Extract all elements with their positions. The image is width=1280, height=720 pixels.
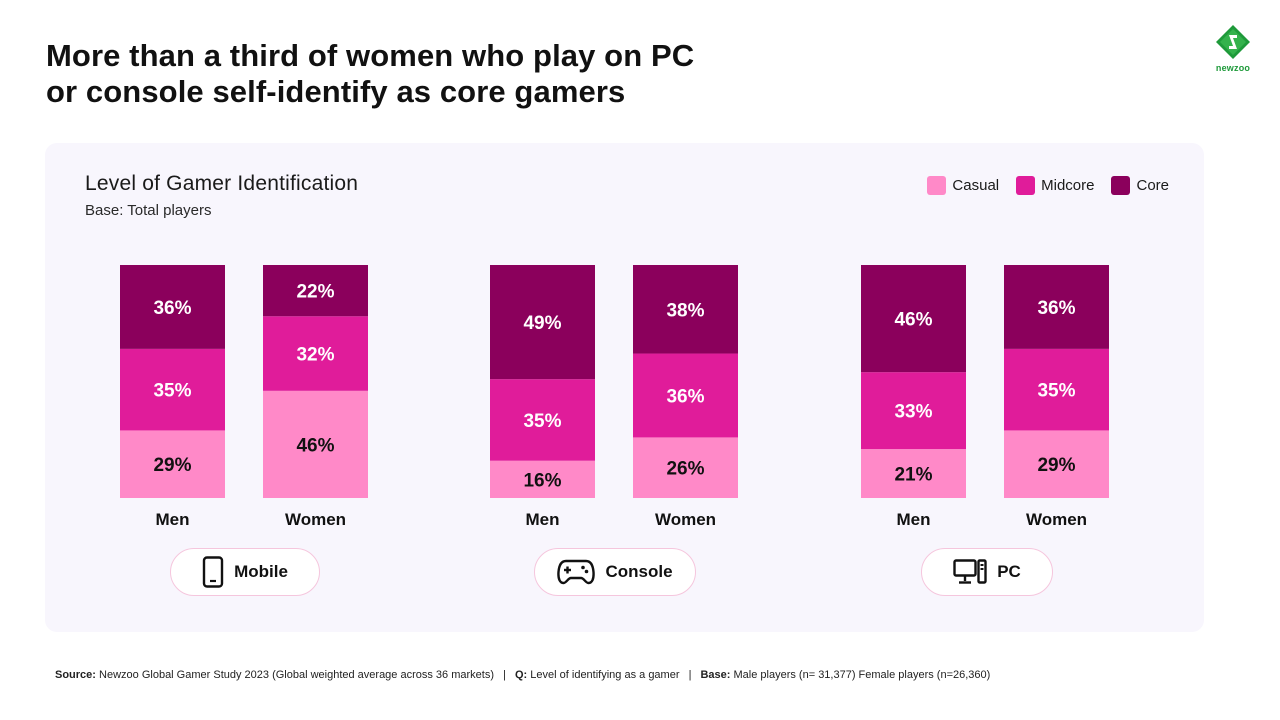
x-tick-label: Men: [526, 510, 560, 529]
platform-pill-console: Console: [534, 548, 696, 596]
data-label: 46%: [296, 435, 334, 456]
data-label: 32%: [296, 345, 334, 366]
bar-group-console-men: 16% 35% 49% Men: [490, 265, 595, 529]
newzoo-logo-icon: [1216, 25, 1250, 59]
bar-segment-core: [1004, 265, 1109, 349]
page-title-line-1: More than a third of women who play on P…: [46, 38, 695, 73]
bar-segment-casual: [263, 390, 368, 498]
bar-segment-core: [120, 265, 225, 349]
x-tick-label: Men: [156, 510, 190, 529]
bar-segment-midcore: [1004, 348, 1109, 431]
bar-segment-midcore: [490, 379, 595, 461]
platform-pill-mobile: Mobile: [170, 548, 320, 596]
stacked-bar-chart: 29% 35% 36% Men 46% 32% 22% Women 16% 35% 49% Men 26…: [120, 265, 1109, 529]
legend-label-casual: Casual: [952, 177, 1000, 194]
bar-group-pc-men: 21% 33% 46% Men: [861, 265, 966, 529]
bar-segment-midcore: [861, 372, 966, 450]
bar-segment-midcore: [633, 353, 738, 438]
page-title: More than a third of women who play on P…: [46, 38, 694, 110]
data-label: 21%: [894, 465, 932, 486]
x-tick-label: Women: [655, 510, 716, 529]
platform-label-pc: PC: [997, 562, 1021, 581]
data-label: 22%: [296, 282, 334, 303]
legend-item-casual: Casual: [927, 176, 999, 195]
bar-segment-core: [263, 265, 368, 317]
bar-segment-core: [633, 265, 738, 354]
bar-group-console-women: 26% 36% 38% Women: [633, 265, 738, 529]
footer-q-label: Q:: [515, 669, 528, 681]
x-tick-label: Women: [285, 510, 346, 529]
data-label: 36%: [666, 386, 704, 407]
legend-item-core: Core: [1111, 176, 1169, 195]
chart-title: Level of Gamer Identification: [85, 172, 359, 195]
data-label: 16%: [523, 470, 561, 491]
footer-base-label: Base:: [700, 669, 731, 681]
logo-wordmark: newzoo: [1215, 63, 1251, 73]
footer-base-text: Male players (n= 31,377) Female players …: [733, 669, 991, 681]
data-label: 35%: [1037, 381, 1075, 402]
bar-group-mobile-men: 29% 35% 36% Men: [120, 265, 225, 529]
footer-separator: |: [688, 669, 692, 681]
data-label: 35%: [523, 411, 561, 432]
bar-segment-casual: [633, 437, 738, 498]
footer-source-label: Source:: [55, 669, 96, 681]
footer-q-text: Level of identifying as a gamer: [530, 669, 680, 681]
desktop-computer-icon: [953, 559, 987, 585]
legend-label-core: Core: [1136, 177, 1169, 194]
data-label: 38%: [666, 300, 704, 321]
bar-segment-casual: [490, 460, 595, 498]
bar-segment-casual: [120, 430, 225, 498]
newzoo-logo: newzoo: [1210, 24, 1256, 73]
legend-swatch-core: [1111, 176, 1131, 195]
data-label: 29%: [153, 455, 191, 476]
bar-group-mobile-women: 46% 32% 22% Women: [263, 265, 368, 529]
legend-item-midcore: Midcore: [1016, 176, 1094, 195]
mobile-phone-icon: [202, 556, 224, 588]
data-label: 36%: [1037, 298, 1075, 319]
data-label: 26%: [666, 459, 704, 480]
chart-legend: Casual Midcore Core: [927, 176, 1169, 195]
bar-segment-casual: [1004, 430, 1109, 498]
chart-panel: Level of Gamer Identification Base: Tota…: [45, 143, 1204, 632]
footer-source-note: Source: Newzoo Global Gamer Study 2023 (…: [55, 669, 990, 681]
footer-separator: |: [503, 669, 506, 681]
data-label: 46%: [894, 310, 932, 331]
bar-group-pc-women: 29% 35% 36% Women: [1004, 265, 1109, 529]
data-label: 35%: [153, 381, 191, 402]
platform-label-mobile: Mobile: [234, 562, 288, 581]
data-label: 36%: [153, 298, 191, 319]
data-label: 49%: [523, 313, 561, 334]
bar-segment-midcore: [263, 316, 368, 391]
legend-swatch-casual: [927, 176, 947, 195]
chart-subtitle: Base: Total players: [85, 202, 212, 219]
legend-label-midcore: Midcore: [1041, 177, 1095, 194]
data-label: 29%: [1037, 455, 1075, 476]
footer-source-text: Newzoo Global Gamer Study 2023 (Global w…: [99, 669, 495, 681]
platform-pill-pc: PC: [921, 548, 1053, 596]
bar-segment-core: [490, 265, 595, 380]
data-label: 33%: [894, 402, 932, 423]
bar-segment-core: [861, 265, 966, 373]
bar-segment-midcore: [120, 348, 225, 431]
platform-label-console: Console: [605, 562, 673, 581]
x-tick-label: Men: [897, 510, 931, 529]
x-tick-label: Women: [1026, 510, 1087, 529]
bar-segment-casual: [861, 449, 966, 498]
gamepad-icon: [557, 558, 596, 586]
legend-swatch-midcore: [1016, 176, 1036, 195]
page-title-line-2: or console self-identify as core gamers: [46, 74, 626, 109]
